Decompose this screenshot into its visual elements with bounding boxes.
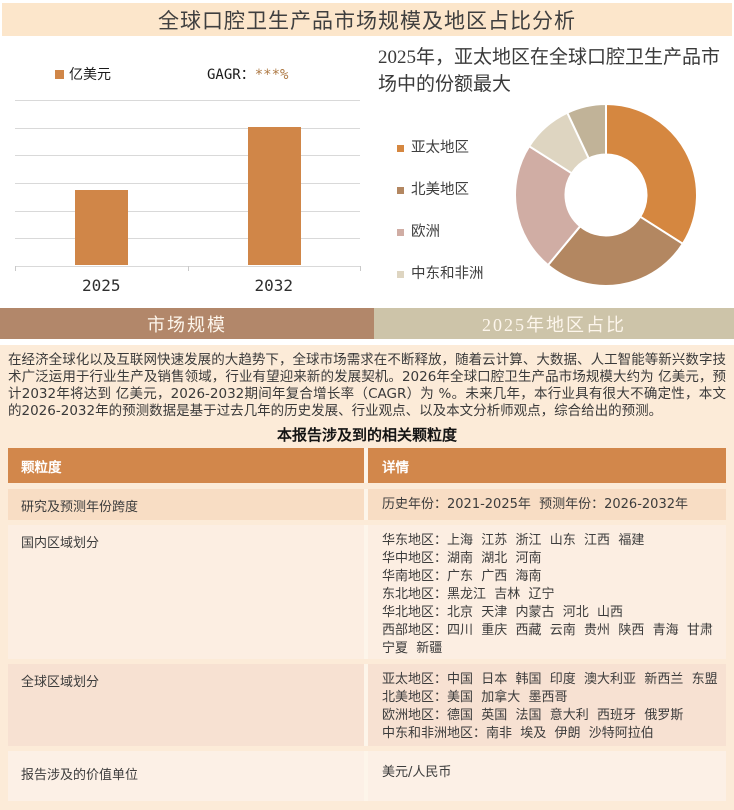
cagr-value: ***% [254,67,289,83]
bar-2025 [75,190,128,265]
detail-line: 华南地区：广东 广西 海南 [382,569,542,584]
report-content-section: 在经济全球化以及互联网快速发展的大趋势下，全球市场需求在不断释放，随着云计算、大… [0,345,734,810]
granularity-table: 颗粒度 详情 研究及预测年份跨度 历史年份：2021-2025年 预测年份：202… [8,448,726,801]
row-detail: 历史年份：2021-2025年 预测年份：2026-2032年 [368,489,726,520]
pie-chart-heading: 2025年，亚太地区在全球口腔卫生产品市场中的份额最大 [378,47,721,95]
bar-x-labels: 2025 2032 [15,276,360,295]
gridline [15,155,360,156]
legend-marker [397,145,404,152]
x-axis-tick [360,266,361,271]
tab-market-size[interactable]: 市场规模 [0,308,374,339]
detail-line: 西部地区：四川 重庆 西藏 云南 贵州 陕西 青海 甘肃 宁夏 新疆 [382,623,722,656]
table-rows: 研究及预测年份跨度 历史年份：2021-2025年 预测年份：2026-2032年… [8,489,726,801]
detail-line: 亚太地区：中国 日本 韩国 印度 澳大利亚 新西兰 东盟 [382,672,718,687]
donut-slice-欧洲 [514,144,582,267]
gridline [15,211,360,212]
legend-label: 北美地区 [411,182,469,198]
bar-chart-legend: 亿美元 [55,64,111,84]
tab-region-share-2025[interactable]: 2025年地区占比 [374,308,734,339]
detail-line: 欧洲地区：德国 英国 法国 意大利 西班牙 俄罗斯 [382,708,684,723]
row-label: 研究及预测年份跨度 [8,489,368,520]
region-share-panel: 2025年，亚太地区在全球口腔卫生产品市场中的份额最大 亚太地区北美地区欧洲中东… [367,36,734,307]
gridline [15,128,360,129]
detail-line: 东北地区：黑龙江 吉林 辽宁 [382,587,555,602]
detail-line: 历史年份：2021-2025年 预测年份：2026-2032年 [382,497,688,512]
x-axis-label: 2032 [254,276,294,295]
legend-label: 中东和非洲 [411,266,484,282]
legend-label: 亚太地区 [411,140,469,156]
gridline [15,183,360,184]
gridline [15,266,360,267]
row-label: 国内区域划分 [8,525,368,659]
row-detail: 华东地区：上海 江苏 浙江 山东 江西 福建 华中地区：湖南 湖北 河南 华南地区：… [368,525,726,659]
detail-line: 美元/人民币 [382,765,452,780]
tab-bar: 市场规模 2025年地区占比 [0,308,734,339]
donut-slice-亚太地区 [605,102,698,246]
donut-legend-item: 中东和非洲 [397,264,497,285]
donut-legend-item: 欧洲 [397,222,497,243]
intro-paragraph: 在经济全球化以及互联网快速发展的大趋势下，全球市场需求在不断释放，随着云计算、大… [8,352,726,419]
legend-label: 欧洲 [411,224,440,240]
gridline [15,100,360,101]
x-axis-tick [15,266,16,271]
table-title: 本报告涉及到的相关颗粒度 [276,426,457,444]
legend-marker [397,271,404,278]
row-label: 全球区域划分 [8,664,368,746]
detail-line: 华北地区：北京 天津 内蒙古 河北 山西 [382,605,624,620]
table-header-granularity: 颗粒度 [8,448,368,483]
x-axis-label: 2025 [81,276,121,295]
legend-marker [55,69,64,79]
legend-marker [397,229,404,236]
charts-row: 亿美元 GAGR：***% 2025 2032 2025年，亚太地区在全球口腔卫生… [0,36,734,307]
x-axis-tick [188,266,189,271]
donut-slice-unlabeled [565,102,607,160]
donut-chart [514,102,698,287]
table-header-detail: 详情 [382,459,409,476]
market-size-bar-chart: 亿美元 GAGR：***% 2025 2032 [0,36,367,307]
cagr-annotation: GAGR：***% [207,64,288,84]
row-detail: 亚太地区：中国 日本 韩国 印度 澳大利亚 新西兰 东盟 北美地区：美国 加拿大 … [368,664,726,746]
row-detail: 美元/人民币 [368,751,726,801]
detail-line: 华中地区：湖南 湖北 河南 [382,551,542,566]
detail-line: 中东和非洲地区：南非 埃及 伊朗 沙特阿拉伯 [382,726,654,741]
table-row: 全球区域划分 亚太地区：中国 日本 韩国 印度 澳大利亚 新西兰 东盟 北美地区：美… [8,664,726,746]
bar-2032 [248,127,301,265]
donut-legend-item: 北美地区 [397,180,497,201]
table-row: 报告涉及的价值单位 美元/人民币 [8,751,726,801]
donut-slice-北美地区 [546,215,685,287]
bar-plot [15,100,361,271]
table-header-row: 颗粒度 详情 [8,448,726,483]
row-label: 报告涉及的价值单位 [8,751,368,801]
donut-legend: 亚太地区北美地区欧洲中东和非洲 [397,138,497,306]
detail-line: 华东地区：上海 江苏 浙江 山东 江西 福建 [382,533,645,548]
gridline [15,238,360,239]
table-row: 研究及预测年份跨度 历史年份：2021-2025年 预测年份：2026-2032年 [8,489,726,520]
detail-line: 北美地区：美国 加拿大 墨西哥 [382,690,568,705]
cagr-label: GAGR： [207,67,255,83]
page-title: 全球口腔卫生产品市场规模及地区占比分析 [2,3,732,36]
donut-legend-item: 亚太地区 [397,138,497,159]
table-row: 国内区域划分 华东地区：上海 江苏 浙江 山东 江西 福建 华中地区：湖南 湖北 河… [8,525,726,659]
legend-label: 亿美元 [69,67,111,83]
legend-marker [397,187,404,194]
